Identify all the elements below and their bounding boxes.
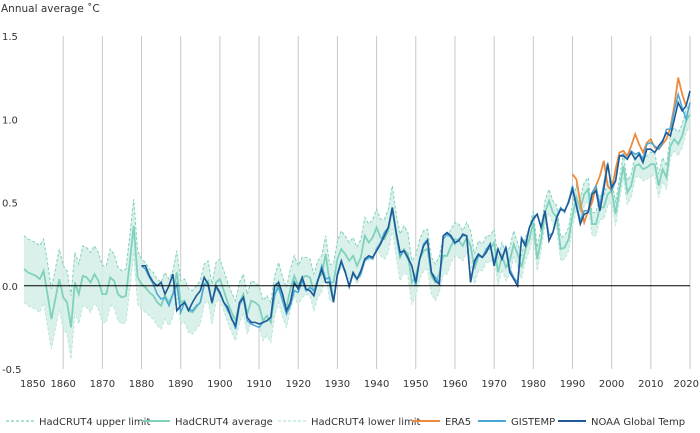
x-tick-label-1960: 1960	[442, 379, 467, 390]
x-tick-label-1880: 1880	[129, 379, 154, 390]
hadcrut-average-line	[23, 113, 691, 328]
x-tick-label-1940: 1940	[364, 379, 389, 390]
y-tick-label: 0.5	[2, 199, 18, 210]
x-tick-label-1980: 1980	[521, 379, 546, 390]
era5-line	[571, 77, 687, 227]
hadcrut-lower-line	[23, 125, 691, 360]
x-tick-label-2010: 2010	[638, 379, 663, 390]
x-tick-label-1900: 1900	[207, 379, 232, 390]
y-tick-label: -0.5	[2, 365, 22, 376]
legend-label-era5: ERA5	[445, 417, 471, 428]
legend: HadCRUT4 upper limit HadCRUT4 average HadC…	[6, 417, 685, 428]
y-tick-label: 1.5	[2, 32, 18, 43]
legend-item-era5: ERA5	[412, 417, 471, 428]
x-tick-label-2020: 2020	[674, 379, 699, 390]
legend-label-average: HadCRUT4 average	[175, 417, 273, 428]
legend-item-noaa: NOAA Global Temp	[558, 417, 685, 428]
x-tick-label-1870: 1870	[90, 379, 115, 390]
x-tick-label-1950: 1950	[403, 379, 428, 390]
x-tick-label-1850: 1850	[20, 379, 45, 390]
legend-label-noaa: NOAA Global Temp	[591, 417, 685, 428]
vertical-gridlines	[62, 36, 691, 369]
x-tick-label-1970: 1970	[481, 379, 506, 390]
hadcrut-uncertainty-band	[24, 102, 690, 359]
y-tick-label: 0.0	[2, 282, 18, 293]
x-tick-label-1990: 1990	[560, 379, 585, 390]
legend-label-upper: HadCRUT4 upper limit	[39, 417, 150, 428]
legend-label-lower: HadCRUT4 lower limit	[311, 417, 420, 428]
x-tick-label-1910: 1910	[246, 379, 271, 390]
y-tick-labels: -0.5 0.0 0.5 1.0 1.5	[2, 32, 22, 376]
x-tick-label-1890: 1890	[168, 379, 193, 390]
legend-item-upper: HadCRUT4 upper limit	[6, 417, 150, 428]
legend-item-gistemp: GISTEMP	[478, 417, 555, 428]
y-tick-label: 1.0	[2, 115, 18, 126]
x-tick-label-1930: 1930	[325, 379, 350, 390]
x-tick-labels: 1850 1860 1870 1880 1890 1900 1910 1920 1930 1940…	[20, 379, 699, 390]
x-tick-label-2000: 2000	[599, 379, 624, 390]
legend-label-gistemp: GISTEMP	[511, 417, 555, 428]
y-axis-label: Annual average ˚C	[1, 3, 100, 15]
x-tick-label-1920: 1920	[286, 379, 311, 390]
x-tick-label-1860: 1860	[50, 379, 75, 390]
legend-item-average: HadCRUT4 average	[142, 417, 273, 428]
noaa-line	[141, 90, 691, 328]
legend-item-lower: HadCRUT4 lower limit	[278, 417, 420, 428]
hadcrut-band-fill	[24, 102, 690, 359]
